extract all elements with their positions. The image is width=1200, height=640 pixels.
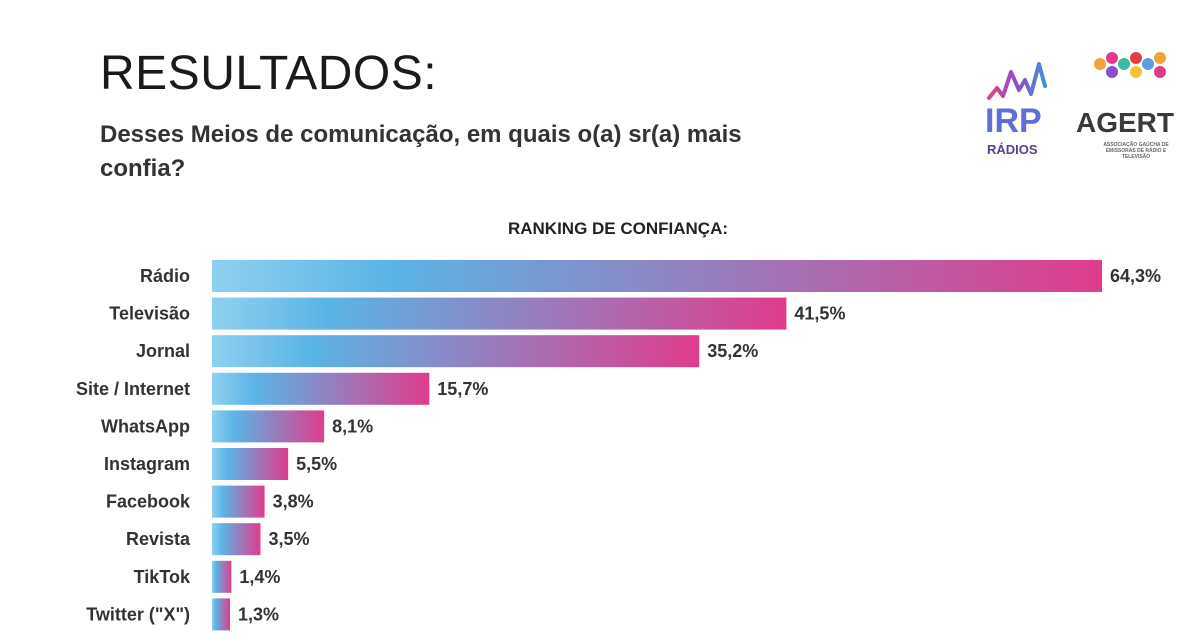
value-label: 1,4% [239,567,280,587]
value-label: 64,3% [1110,266,1161,286]
category-label: Televisão [109,304,190,324]
value-label: 35,2% [707,341,758,361]
bar [212,485,265,518]
category-label: TikTok [134,567,191,587]
category-label: Instagram [104,454,190,474]
category-label: Jornal [136,341,190,361]
category-label: Twitter ("X") [86,604,190,624]
value-label: 3,8% [273,492,314,512]
bar [212,260,1102,292]
bar [212,335,700,368]
category-label: Rádio [140,266,190,286]
survey-question: Desses Meios de comunicação, em quais o(… [100,121,742,182]
value-label: 5,5% [296,454,337,474]
category-label: WhatsApp [101,416,190,436]
irp-logo-subtext: RÁDIOS [987,142,1038,157]
agert-logo: AGERT [1076,52,1174,138]
irp-radios-logo: IRP RÁDIOS [985,62,1047,157]
agert-logo-subtext: ASSOCIAÇÃO GAÚCHA DE EMISSORAS DE RÁDIO … [1103,142,1169,160]
category-label: Site / Internet [76,379,190,399]
bar [212,560,232,593]
bar [212,410,325,443]
category-label: Revista [126,529,191,549]
value-label: 3,5% [268,529,309,549]
bar [212,372,430,405]
bar [212,523,261,556]
bar [212,297,787,330]
chart-title: RANKING DE CONFIANÇA: [508,219,728,238]
page-title: RESULTADOS: [100,47,438,100]
agert-logo-text: AGERT [1076,107,1174,138]
category-label: Facebook [106,492,191,512]
bar [212,448,289,480]
value-label: 1,3% [238,604,279,624]
bar [212,598,230,631]
value-label: 15,7% [437,379,488,399]
irp-logo-text: IRP [985,102,1042,140]
value-label: 41,5% [794,304,845,324]
value-label: 8,1% [332,416,373,436]
